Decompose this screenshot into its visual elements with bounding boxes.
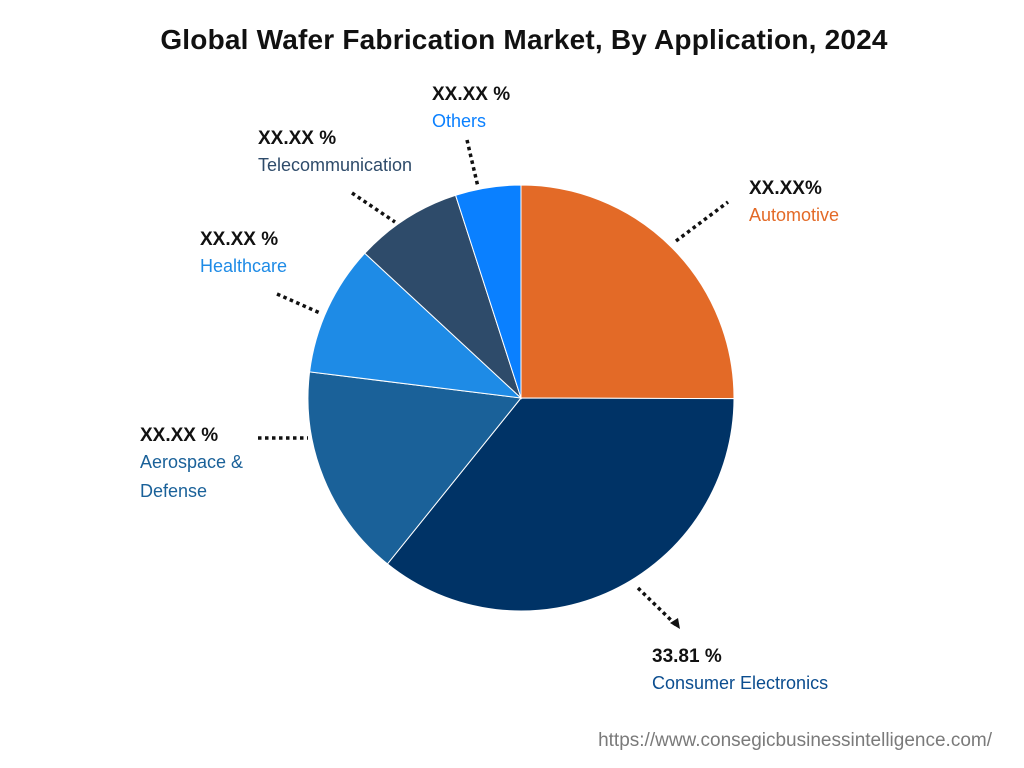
leader-line-consumer-electronics (636, 586, 678, 627)
pie-slice-others (454, 184, 522, 399)
value-label-others: XX.XX % (432, 84, 510, 105)
pie-slice-healthcare (309, 252, 523, 399)
value-label-automotive: XX.XX% (749, 178, 822, 199)
leader-arrow-consumer-electronics (670, 618, 680, 629)
category-label-consumer-electronics: Consumer Electronics (652, 673, 828, 693)
value-label-consumer-electronics: 33.81 % (652, 646, 722, 667)
category-label-aerospace-defense: Aerospace & Defense (140, 452, 243, 501)
leader-line-telecommunication (351, 191, 396, 224)
value-label-healthcare: XX.XX % (200, 229, 278, 250)
category-label-automotive: Automotive (749, 205, 839, 225)
leader-line-automotive (674, 200, 730, 243)
source-url[interactable]: https://www.consegicbusinessintelligence… (598, 730, 992, 751)
value-label-aerospace-defense: XX.XX % (140, 425, 218, 446)
category-label-telecommunication: Telecommunication (258, 155, 412, 175)
pie-slice-automotive (520, 184, 735, 400)
leader-line-healthcare (276, 292, 321, 315)
value-label-telecommunication: XX.XX % (258, 128, 336, 149)
pie-slice-consumer-electronics (386, 397, 735, 612)
leader-line-others (465, 139, 480, 188)
category-label-others: Others (432, 111, 486, 131)
pie-slice-aerospace-defense (307, 371, 522, 565)
pie-slice-telecommunication (364, 194, 523, 400)
chart-title: Global Wafer Fabrication Market, By Appl… (160, 24, 888, 55)
category-label-healthcare: Healthcare (200, 256, 287, 276)
